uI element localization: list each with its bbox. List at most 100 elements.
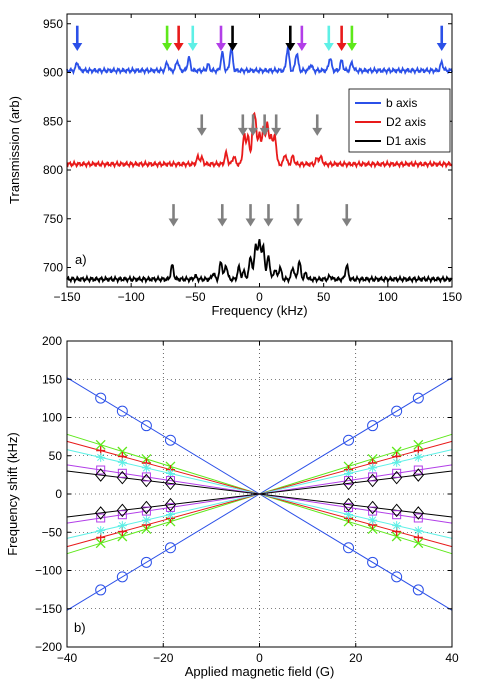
arrow-head [296, 43, 307, 52]
marker-star [344, 468, 354, 478]
marker-star [344, 510, 354, 520]
y-tick-label: 700 [43, 261, 63, 275]
y-tick-label: 900 [43, 66, 63, 80]
marker-diamond [95, 506, 107, 520]
x-tick-label: −20 [153, 651, 174, 665]
arrow-head [293, 218, 303, 227]
y-tick-label: 50 [49, 449, 63, 463]
marker-circle [343, 542, 355, 554]
arrow-head [336, 43, 347, 52]
marker-square [413, 465, 423, 475]
y-tick-label: 800 [43, 163, 63, 177]
marker-circle [95, 392, 107, 404]
legend-label: b axis [386, 96, 417, 110]
panel-a-arrows [72, 25, 447, 227]
y-tick-label: −200 [35, 640, 62, 654]
arrow-head [312, 127, 323, 136]
marker-diamond [412, 468, 424, 482]
arrow-head [248, 127, 259, 136]
marker-square [413, 513, 423, 523]
panel-a-label: a) [75, 252, 87, 267]
arrow-head [227, 43, 238, 52]
arrow-head [341, 218, 352, 227]
y-tick-label: 150 [42, 372, 62, 386]
marker-square [96, 513, 106, 523]
panel-a-ticks: −150 −100 −50 0 50 100 150 700 750 800 850 900 950 [43, 14, 462, 304]
marker-square [368, 472, 378, 482]
y-tick-label: 950 [43, 17, 63, 31]
marker-x [413, 538, 424, 549]
marker-star [96, 526, 106, 536]
marker-square [368, 506, 378, 516]
arrow-head [173, 43, 184, 52]
marker-diamond [342, 476, 355, 491]
marker-star [117, 521, 127, 531]
panel-a-xlabel: Frequency (kHz) [211, 303, 307, 318]
fit-line [66, 470, 453, 518]
marker-x [413, 439, 424, 450]
spectrum-d1-axis [66, 239, 453, 285]
y-tick-label: −50 [42, 525, 63, 539]
marker-diamond [116, 503, 128, 518]
marker-square [141, 506, 151, 516]
arrow-head [162, 43, 173, 52]
marker-square [117, 468, 127, 478]
marker-diamond [140, 500, 153, 515]
marker-star [165, 510, 175, 520]
spectrum-d2-axis [66, 111, 453, 169]
x-tick-label: −100 [118, 290, 145, 304]
marker-diamond [391, 470, 403, 485]
arrow-head [237, 127, 248, 136]
x-tick-label: −150 [53, 290, 80, 304]
arrow-head [168, 218, 179, 227]
marker-star [392, 521, 402, 531]
marker-circle [140, 556, 152, 568]
panel-b-xlabel: Applied magnetic field (G) [185, 664, 335, 679]
marker-square [141, 472, 151, 482]
legend-label: D1 axis [386, 134, 426, 148]
marker-diamond [391, 503, 403, 518]
arrow-head [323, 43, 334, 52]
y-tick-label: −150 [35, 602, 62, 616]
marker-circle [116, 405, 128, 417]
legend-label: D2 axis [386, 115, 426, 129]
y-tick-label: 100 [42, 411, 62, 425]
marker-square [344, 476, 354, 486]
marker-diamond [140, 473, 153, 488]
marker-square [392, 510, 402, 520]
marker-circle [367, 556, 379, 568]
panel-a-spectra: −150 −100 −50 0 50 100 150 700 750 800 850 900 950 b… [7, 13, 462, 318]
arrow-head [187, 43, 198, 52]
marker-diamond [366, 500, 379, 515]
y-tick-label: 200 [42, 334, 62, 348]
legend: b axis D2 axis D1 axis [348, 88, 451, 153]
y-tick-label: 850 [43, 114, 63, 128]
x-tick-label: 100 [378, 290, 398, 304]
marker-x [117, 531, 128, 542]
marker-x [95, 538, 106, 549]
x-tick-label: 150 [442, 290, 462, 304]
panel-b-label: b) [74, 620, 86, 635]
x-tick-label: 40 [445, 651, 459, 665]
marker-circle [164, 542, 176, 554]
marker-square [96, 465, 106, 475]
arrow-head [72, 43, 83, 52]
marker-diamond [342, 497, 355, 512]
x-tick-label: 0 [256, 651, 263, 665]
marker-square [392, 468, 402, 478]
x-tick-label: 20 [349, 651, 363, 665]
x-tick-label: −50 [185, 290, 206, 304]
marker-circle [367, 420, 379, 432]
marker-diamond [412, 506, 424, 520]
panel-a-frame [66, 13, 453, 288]
marker-star [165, 468, 175, 478]
y-tick-label: −100 [35, 564, 62, 578]
marker-star [368, 515, 378, 525]
marker-circle [412, 392, 424, 404]
arrow-head [217, 218, 228, 227]
marker-x [95, 439, 106, 450]
panel-b-frame [66, 340, 453, 648]
marker-square [165, 502, 175, 512]
panel-a-curves [66, 45, 453, 285]
